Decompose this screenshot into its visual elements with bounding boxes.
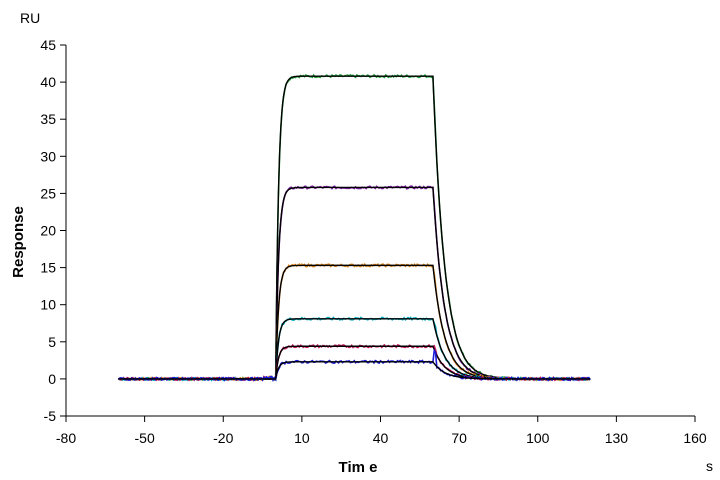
x-tick-label: 160 [683,430,707,446]
measured-curve [118,73,591,382]
measured-curve [118,185,591,382]
fit-curve [118,318,591,380]
fit-curve [118,361,591,380]
y-tick-label: 45 [40,37,56,53]
measured-curve [117,348,591,382]
y-tick-label: 0 [48,371,56,387]
plot-area [117,73,591,382]
y-tick-label: 30 [40,148,56,164]
y-tick-label: 35 [40,111,56,127]
x-tick-label: 10 [294,430,310,446]
fit-curve [118,345,591,380]
measured-curve [118,262,591,382]
y-tick-label: -5 [44,408,57,424]
x-tick-label: -80 [56,430,76,446]
y-tick-label: 20 [40,223,56,239]
fit-curve [118,186,591,380]
x-tick-label: 130 [605,430,629,446]
x-tick-label: -50 [135,430,155,446]
y-axis-title: Response [10,206,27,278]
y-tick-label: 10 [40,297,56,313]
y-tick-label: 40 [40,74,56,90]
x-axis-title: Tim e [339,459,378,476]
measured-curve [117,343,591,382]
y-tick-label: 15 [40,260,56,276]
fit-curve [118,75,591,380]
x-ticks: -80 -50 -20 10 40 70 100 130 160 [56,416,707,446]
x-unit-label: s [706,458,713,474]
y-tick-label: 5 [48,334,56,350]
x-tick-label: -20 [213,430,233,446]
measured-curve [117,316,591,382]
y-tick-label: 25 [40,185,56,201]
y-ticks: -5 0 5 10 15 20 25 30 35 40 45 [40,37,66,424]
y-unit-label: RU [20,10,40,26]
x-tick-label: 40 [373,430,389,446]
x-tick-label: 100 [526,430,550,446]
x-tick-label: 70 [451,430,467,446]
